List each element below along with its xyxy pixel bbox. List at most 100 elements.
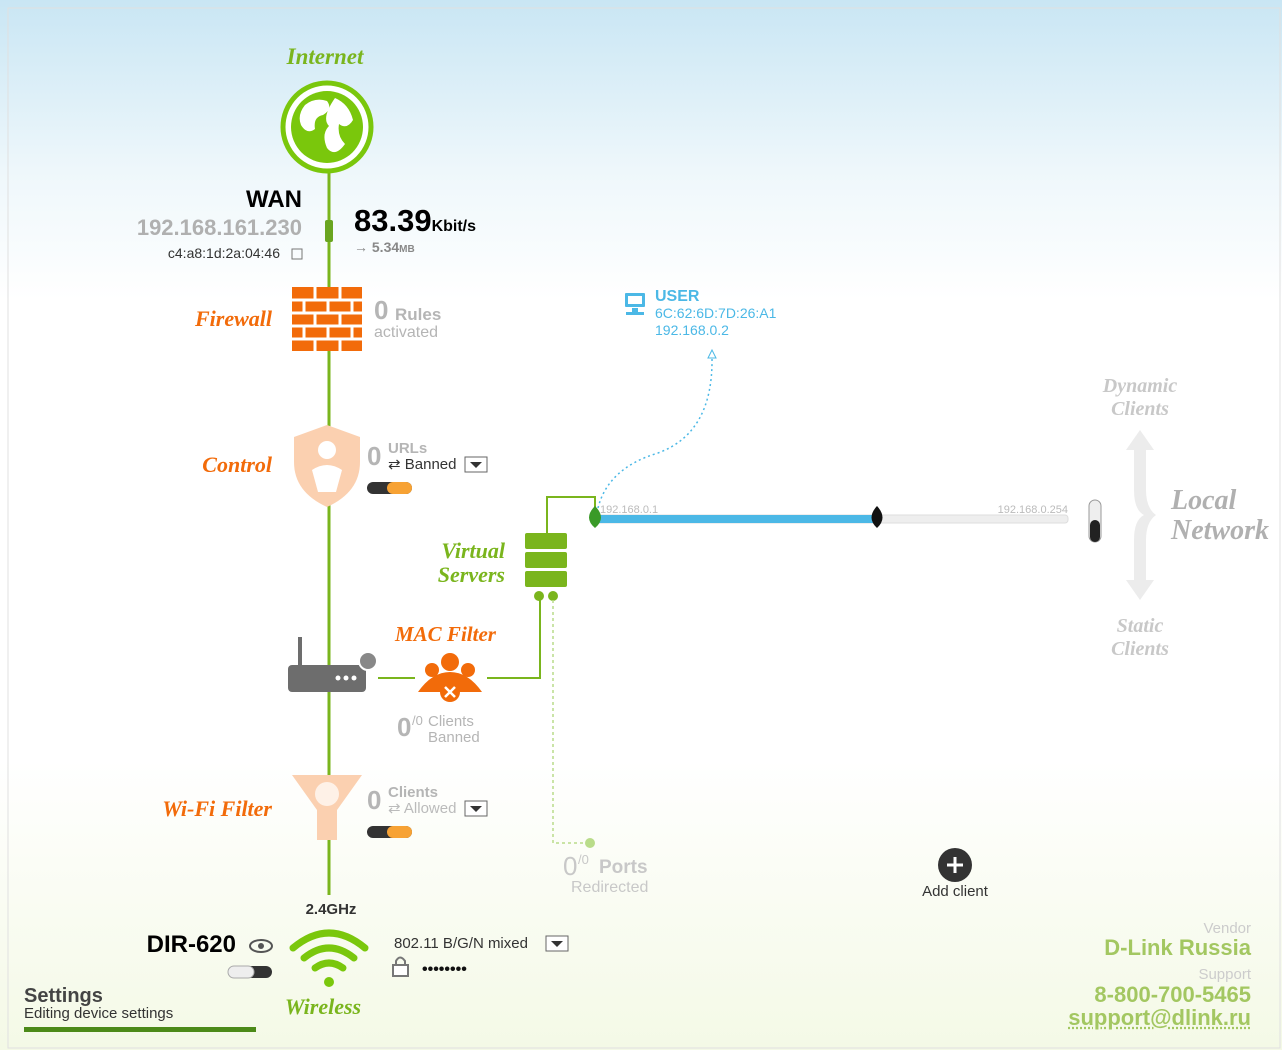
mac-filter-icon[interactable] xyxy=(418,653,482,702)
device-name: DIR-620 xyxy=(146,931,236,958)
thermometer-level xyxy=(1090,520,1100,542)
static-clients-2: Clients xyxy=(1111,638,1169,660)
wan-mac: c4:a8:1d:2a:04:46 xyxy=(167,245,280,261)
control-line2: ⇄ Banned xyxy=(388,456,457,473)
firewall-count: 0 xyxy=(374,295,389,325)
wifi-filter-icon[interactable] xyxy=(292,775,362,840)
funnel-mark xyxy=(315,782,339,806)
virtual-servers-1: Virtual xyxy=(441,538,505,563)
control-line1: URLs xyxy=(388,440,428,457)
speed-value: 83.39Kbit/s xyxy=(354,205,476,236)
speed-number: 83.39 xyxy=(354,203,432,238)
settings-title[interactable]: Settings xyxy=(24,985,103,1007)
mac-filter-line2: Banned xyxy=(428,729,480,746)
traffic-unit: MB xyxy=(399,244,415,255)
traffic: → 5.34MB xyxy=(354,240,415,255)
range-end-handle[interactable] xyxy=(871,506,883,528)
ban-cross xyxy=(444,686,456,698)
router-led xyxy=(351,675,357,681)
range-start-handle[interactable] xyxy=(589,506,601,528)
speed-unit: Kbit/s xyxy=(431,218,477,235)
ports-total: /0 xyxy=(578,852,589,867)
wireless-password: •••••••• xyxy=(422,961,467,978)
firewall-label: Firewall xyxy=(194,306,272,331)
user-link xyxy=(597,357,713,509)
firewall-line1: Rules xyxy=(395,305,442,324)
wifi-filter-line2: ⇄ Allowed xyxy=(388,800,457,817)
toggle-knob xyxy=(227,965,255,979)
lan-range-fill xyxy=(595,515,877,523)
link-line xyxy=(546,496,596,533)
copy-icon[interactable] xyxy=(291,248,303,260)
dropdown-arrow xyxy=(551,941,563,947)
toggle-knob xyxy=(387,482,412,494)
show-icon[interactable] xyxy=(249,939,273,953)
wan-title: WAN xyxy=(246,186,302,213)
power-button[interactable] xyxy=(358,651,378,671)
ports-count: 0 xyxy=(563,851,578,881)
ports-line1: Ports xyxy=(599,857,648,878)
dynamic-clients-2: Clients xyxy=(1111,398,1169,420)
eye-pupil xyxy=(258,943,264,949)
user-mac: 6C:62:6D:7D:26:A1 xyxy=(655,305,777,321)
plus-sign xyxy=(947,857,963,873)
wifi-filter-line2-text: Allowed xyxy=(403,800,457,817)
wifi-filter-line1: Clients xyxy=(388,784,439,801)
vendor-name: D-Link Russia xyxy=(1104,935,1251,960)
user-arrow xyxy=(707,348,717,359)
wifi-dot xyxy=(324,977,334,987)
local-network-brace xyxy=(1126,430,1156,600)
wireless-mode: 802.11 B/G/N mixed xyxy=(394,935,528,952)
wireless-band: 2.4GHz xyxy=(305,901,357,918)
ports-line2: Redirected xyxy=(571,879,649,896)
wireless-label: Wireless xyxy=(284,994,362,1019)
router-led xyxy=(335,675,341,681)
user-ip: 192.168.0.2 xyxy=(655,322,729,338)
ports-dot xyxy=(585,838,595,848)
wifi-icon[interactable] xyxy=(289,929,369,972)
lock-shackle xyxy=(395,956,406,965)
lan-end: 192.168.0.254 xyxy=(997,504,1068,516)
support-phone: 8-800-700-5465 xyxy=(1094,982,1251,1007)
shield-head xyxy=(318,441,336,459)
traffic-value: → 5.34 xyxy=(354,239,400,255)
support-label: Support xyxy=(1198,966,1251,983)
firewall-icon[interactable] xyxy=(292,287,362,351)
dynamic-clients-1: Dynamic xyxy=(1102,375,1178,397)
wifi-filter-count: 0 xyxy=(367,785,382,815)
vendor-label: Vendor xyxy=(1203,920,1251,937)
globe-continents xyxy=(299,98,353,153)
mac-filter-label: MAC Filter xyxy=(395,622,496,646)
toggle-knob xyxy=(387,826,412,838)
local-network-1: Local xyxy=(1171,485,1237,516)
control-count: 0 xyxy=(367,441,382,471)
static-clients-1: Static xyxy=(1116,615,1164,637)
mac-filter-line1: Clients xyxy=(428,713,474,730)
shield-body xyxy=(312,465,342,492)
settings-subtitle: Editing device settings xyxy=(24,1005,174,1022)
support-email[interactable]: support@dlink.ru xyxy=(1068,1005,1251,1030)
wan-ip: 192.168.161.230 xyxy=(136,215,302,240)
user-screen xyxy=(628,296,642,304)
firewall-line2: activated xyxy=(374,324,439,341)
ports-link xyxy=(552,600,590,844)
virtual-servers-2: Servers xyxy=(437,562,505,587)
dropdown-arrow xyxy=(470,462,482,468)
control-line2-text: Banned xyxy=(404,456,457,473)
control-label: Control xyxy=(202,452,272,477)
mac-filter-total: /0 xyxy=(412,713,423,728)
lan-start: 192.168.0.1 xyxy=(600,504,659,516)
router-icon[interactable] xyxy=(288,665,366,692)
mac-filter-count: 0 xyxy=(397,712,412,742)
internet-label: Internet xyxy=(286,44,364,69)
brick-lines xyxy=(292,287,362,351)
lock-icon xyxy=(392,964,409,977)
virtual-servers-icon[interactable] xyxy=(525,533,567,601)
link-line xyxy=(487,600,541,679)
frame xyxy=(7,7,1281,1049)
user-title: USER xyxy=(655,288,700,305)
add-client-label[interactable]: Add client xyxy=(922,883,988,900)
settings-underline xyxy=(24,1027,256,1032)
